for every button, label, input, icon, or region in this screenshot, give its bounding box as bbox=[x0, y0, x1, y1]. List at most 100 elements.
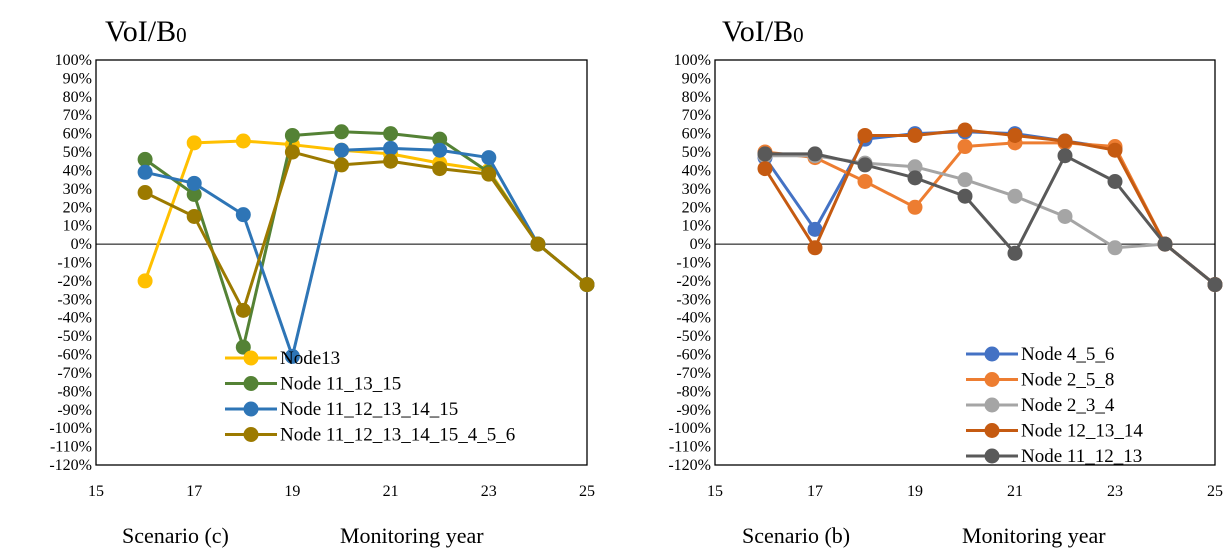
y-tick-label: 90% bbox=[682, 70, 711, 87]
data-point bbox=[1057, 133, 1073, 149]
legend-marker bbox=[984, 448, 1000, 464]
y-tick-label: -110% bbox=[50, 439, 92, 456]
data-point bbox=[383, 126, 399, 142]
data-point bbox=[334, 157, 349, 173]
y-tick-label: 90% bbox=[63, 70, 92, 87]
data-point bbox=[432, 142, 448, 158]
data-point bbox=[137, 185, 153, 201]
y-tick-label: 100% bbox=[674, 52, 711, 69]
y-tick-label: 10% bbox=[682, 218, 711, 235]
data-point bbox=[186, 186, 202, 202]
y-tick-label: 70% bbox=[682, 107, 711, 124]
y-tick-label: -40% bbox=[676, 310, 711, 327]
x-tick-label: 25 bbox=[579, 483, 595, 500]
x-tick-label: 19 bbox=[284, 483, 300, 500]
data-point bbox=[235, 302, 251, 318]
scenario-label: Scenario (c) bbox=[122, 523, 229, 548]
y-tick-label: 0% bbox=[690, 236, 711, 253]
x-tick-label: 21 bbox=[1007, 483, 1023, 500]
legend-item: Node 11_12_13 bbox=[966, 446, 1142, 467]
y-tick-label: 100% bbox=[55, 52, 92, 69]
legend: Node 4_5_6 Node 2_5_8 Node 2_3_4 Node 12_13… bbox=[966, 344, 1143, 467]
chart-title-main: VoI/B bbox=[722, 15, 793, 48]
legend-item: Node 11_12_13_14_15 bbox=[225, 399, 458, 420]
y-tick-label: -50% bbox=[57, 328, 92, 345]
legend-marker bbox=[243, 376, 259, 391]
legend-label: Node 11_12_13 bbox=[1021, 446, 1142, 467]
data-point bbox=[957, 122, 973, 138]
x-axis-label: Monitoring year bbox=[962, 523, 1106, 548]
y-tick-label: -20% bbox=[676, 273, 711, 290]
chart-title: VoI/B0 bbox=[722, 15, 804, 48]
data-point bbox=[334, 142, 349, 158]
data-point bbox=[1157, 236, 1173, 252]
y-tick-label: -70% bbox=[676, 365, 711, 382]
series-line bbox=[765, 152, 1216, 286]
y-tick-label: 80% bbox=[682, 89, 711, 106]
y-tick-label: 80% bbox=[63, 89, 92, 106]
data-point bbox=[284, 144, 300, 160]
legend-marker bbox=[243, 427, 259, 442]
legend-marker bbox=[984, 346, 1000, 362]
data-point bbox=[907, 159, 923, 175]
data-point bbox=[383, 140, 399, 156]
data-point bbox=[235, 207, 251, 223]
legend-label: Node 11_13_15 bbox=[280, 374, 401, 395]
data-point bbox=[907, 170, 923, 186]
y-tick-label: -70% bbox=[57, 365, 92, 382]
data-point bbox=[857, 157, 873, 173]
y-tick-label: 40% bbox=[682, 162, 711, 179]
data-point bbox=[334, 124, 349, 140]
y-tick-label: 10% bbox=[63, 218, 92, 235]
x-tick-label: 15 bbox=[707, 483, 723, 500]
data-point bbox=[1007, 127, 1023, 143]
data-point bbox=[383, 153, 399, 169]
data-point bbox=[235, 339, 251, 355]
y-tick-label: 20% bbox=[63, 199, 92, 216]
data-point bbox=[284, 348, 300, 364]
data-point bbox=[1057, 208, 1073, 224]
data-point bbox=[186, 175, 202, 191]
plot-frame bbox=[714, 59, 1216, 466]
y-tick-label: 50% bbox=[63, 144, 92, 161]
y-tick-label: -120% bbox=[49, 457, 92, 474]
data-point bbox=[432, 161, 448, 177]
y-tick-label: -30% bbox=[676, 291, 711, 308]
y-tick-label: -60% bbox=[676, 347, 711, 364]
data-point bbox=[1107, 174, 1123, 189]
series-Node-11_12_13_14_15 bbox=[137, 140, 595, 364]
data-point bbox=[1007, 188, 1023, 204]
data-point bbox=[530, 236, 546, 252]
series-line bbox=[144, 150, 588, 312]
x-axis-label: Monitoring year bbox=[340, 523, 484, 548]
y-tick-label: -40% bbox=[57, 310, 92, 327]
data-point bbox=[1207, 277, 1223, 293]
chart-title-main: VoI/B bbox=[105, 15, 176, 48]
data-point bbox=[857, 174, 873, 189]
data-point bbox=[1107, 142, 1123, 158]
data-point bbox=[807, 221, 823, 237]
legend-label: Node 11_12_13_14_15 bbox=[280, 399, 458, 420]
y-tick-label: -10% bbox=[57, 255, 92, 272]
scenario-label: Scenario (b) bbox=[742, 523, 850, 548]
legend-marker bbox=[984, 397, 1000, 413]
y-tick-label: 70% bbox=[63, 107, 92, 124]
series-Node-11_12_13 bbox=[757, 146, 1223, 293]
legend-marker bbox=[984, 372, 1000, 387]
legend-marker bbox=[243, 350, 259, 366]
data-point bbox=[186, 208, 202, 224]
y-tick-label: -80% bbox=[57, 383, 92, 400]
data-point bbox=[481, 150, 497, 166]
x-tick-label: 23 bbox=[481, 483, 497, 500]
legend-label: Node 11_12_13_14_15_4_5_6 bbox=[280, 425, 515, 446]
y-tick-label: 50% bbox=[682, 144, 711, 161]
series-line bbox=[144, 146, 588, 358]
legend-item: Node13 bbox=[225, 348, 340, 369]
y-tick-label: -100% bbox=[668, 420, 711, 437]
legend-label: Node 12_13_14 bbox=[1021, 421, 1143, 442]
legend-item: Node 4_5_6 bbox=[966, 344, 1114, 365]
y-tick-label: -120% bbox=[668, 457, 711, 474]
data-point bbox=[807, 146, 823, 162]
x-tick-label: 21 bbox=[383, 483, 399, 500]
y-tick-label: 30% bbox=[682, 181, 711, 198]
